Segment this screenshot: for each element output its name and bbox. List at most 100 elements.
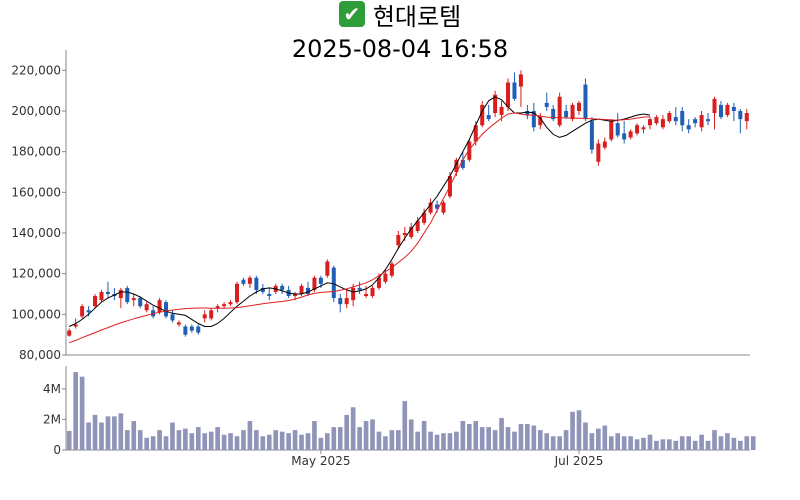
- volume-bar: [679, 436, 685, 450]
- volume-bar: [557, 436, 562, 450]
- volume-bar: [466, 424, 472, 450]
- candle-body: [247, 277, 252, 284]
- volume-bar: [667, 439, 672, 450]
- volume-bar: [725, 433, 730, 450]
- candle-body: [589, 121, 594, 150]
- candle-body: [744, 113, 749, 122]
- candle-body: [228, 302, 233, 305]
- candle-body: [222, 304, 227, 307]
- candle-body: [557, 96, 562, 126]
- volume-bar: [357, 427, 362, 450]
- candle-body: [454, 159, 459, 172]
- price-y-tick-label: 180,000: [11, 145, 61, 159]
- volume-bar: [383, 436, 388, 450]
- candle-body: [125, 287, 130, 303]
- volume-bar: [112, 416, 117, 450]
- candle-body: [706, 119, 711, 122]
- volume-bar: [286, 433, 291, 450]
- volume-bar: [454, 431, 459, 450]
- volume-bar: [215, 427, 220, 450]
- volume-bar: [118, 413, 124, 450]
- candle-body: [660, 119, 665, 128]
- candle-body: [564, 111, 569, 118]
- volume-bar: [99, 422, 104, 450]
- volume-bar: [550, 436, 556, 450]
- candle-body: [280, 285, 285, 290]
- candle-body: [131, 298, 136, 301]
- candle-body: [699, 115, 704, 128]
- volume-bar: [337, 427, 343, 450]
- candle-body: [667, 113, 672, 122]
- candle-body: [544, 102, 549, 107]
- candle-body: [183, 326, 188, 335]
- candle-body: [144, 304, 149, 311]
- volume-bar: [602, 425, 608, 450]
- price-y-tick-label: 140,000: [11, 226, 61, 240]
- volume-bar: [531, 425, 537, 450]
- candle-body: [67, 330, 72, 336]
- volume-bar: [318, 437, 324, 450]
- volume-bar: [395, 430, 401, 450]
- volume-bar: [705, 440, 711, 450]
- volume-bar: [86, 422, 91, 450]
- volume-bar: [241, 430, 246, 450]
- volume-bar: [686, 436, 692, 450]
- volume-bar: [202, 433, 208, 450]
- volume-bar: [621, 436, 627, 450]
- candle-body: [680, 111, 685, 126]
- candle-body: [712, 98, 717, 114]
- candle-body: [686, 125, 691, 130]
- candle-body: [383, 273, 388, 282]
- candle-body: [267, 294, 272, 297]
- volume-bar: [415, 431, 421, 450]
- candle-body: [622, 133, 627, 140]
- candle-body: [80, 306, 85, 317]
- candle-body: [493, 94, 498, 114]
- volume-bar: [634, 439, 640, 450]
- candle-body: [693, 119, 698, 124]
- price-y-tick-label: 80,000: [19, 348, 61, 362]
- volume-bar: [460, 420, 466, 450]
- volume-bar: [608, 436, 614, 450]
- volume-bar: [563, 430, 569, 450]
- candle-body: [99, 291, 104, 301]
- candle-body: [647, 119, 652, 126]
- volume-bar: [647, 434, 653, 450]
- volume-bar: [421, 420, 427, 450]
- volume-bar: [583, 422, 588, 450]
- price-y-tick-label: 160,000: [11, 185, 61, 199]
- volume-bar: [370, 419, 375, 450]
- volume-bar: [73, 372, 79, 450]
- candle-body: [331, 267, 336, 299]
- candle-body: [189, 326, 194, 331]
- candle-body: [641, 127, 646, 130]
- volume-bar: [492, 430, 498, 450]
- candle-body: [293, 294, 298, 297]
- candle-body: [241, 279, 246, 284]
- volume-bar: [518, 424, 524, 450]
- chart-header: ✔ 현대로템 2025-08-04 16:58: [0, 0, 800, 65]
- volume-bar: [692, 440, 698, 450]
- candle-body: [389, 263, 394, 276]
- volume-bar: [150, 436, 156, 450]
- candle-body: [718, 104, 723, 118]
- volume-bar: [350, 407, 356, 450]
- volume-bar: [254, 430, 259, 450]
- volume-bar: [376, 431, 382, 450]
- volume-bar: [486, 427, 491, 450]
- volume-bar: [234, 436, 240, 450]
- candle-body: [467, 141, 472, 160]
- volume-bar: [66, 430, 72, 450]
- candle-body: [370, 287, 375, 297]
- candle-body: [344, 298, 349, 305]
- candle-body: [138, 298, 143, 307]
- volume-bar: [124, 430, 130, 450]
- volume-bar: [512, 431, 517, 450]
- volume-bar: [79, 376, 85, 450]
- volume-bar: [654, 440, 659, 450]
- volume-bar: [247, 420, 253, 450]
- candle-body: [312, 277, 317, 290]
- candle-body: [609, 121, 614, 140]
- candle-body: [170, 314, 175, 321]
